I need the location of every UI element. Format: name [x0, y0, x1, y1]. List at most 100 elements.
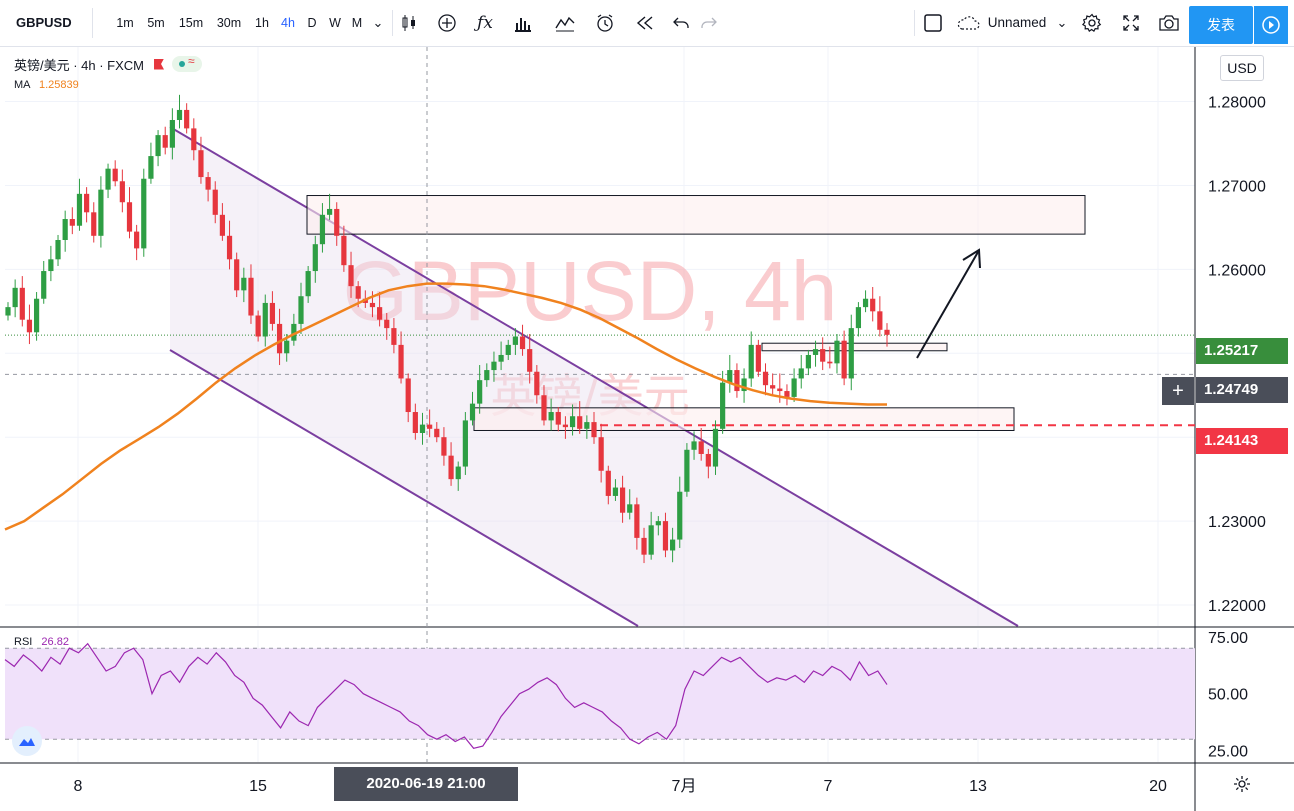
redo-icon[interactable] [694, 8, 724, 38]
zone-rectangle [761, 342, 948, 352]
interval-button-5m[interactable]: 5m [147, 16, 165, 30]
tradingview-logo-icon[interactable] [12, 726, 42, 756]
candle-body [605, 470, 611, 496]
interval-button-W[interactable]: W [329, 16, 341, 30]
layout-chevron-down-icon[interactable]: ⌄ [1056, 15, 1068, 30]
candle-body [269, 302, 276, 324]
candle-body [12, 287, 18, 308]
candle-body [19, 287, 25, 320]
candle-body [584, 422, 590, 429]
candle-body [562, 424, 569, 428]
candle-body [112, 168, 118, 182]
layout-name-label[interactable]: Unnamed [987, 15, 1047, 30]
candle-body [5, 307, 11, 316]
candle-body [48, 259, 54, 272]
candle-body [141, 178, 147, 249]
target-arrow-line [916, 251, 979, 359]
square-icon[interactable] [918, 8, 948, 38]
candle-body [648, 525, 654, 555]
zone-rectangle [473, 407, 1015, 431]
candle-body [55, 240, 61, 260]
candle-body [455, 466, 461, 480]
candle-body [305, 271, 311, 297]
gear-icon[interactable] [1077, 8, 1107, 38]
replay-icon[interactable] [630, 8, 660, 38]
play-icon[interactable] [1254, 6, 1288, 44]
interval-button-M[interactable]: M [351, 16, 363, 30]
candles-icon[interactable] [394, 8, 424, 38]
interval-button-D[interactable]: D [307, 16, 317, 30]
candle-body [91, 212, 97, 236]
candle-body [41, 271, 47, 299]
instrument-label: 英镑/美元 · 4h · FXCM [14, 57, 145, 73]
candle-body [126, 202, 133, 232]
alarm-icon[interactable] [590, 8, 620, 38]
candle-body [727, 370, 733, 383]
rsi-axis-tick-label: 75.00 [1208, 630, 1248, 647]
candle-body [841, 340, 847, 379]
candle-body [677, 491, 683, 540]
toolbar-divider [392, 10, 393, 36]
undo-icon[interactable] [666, 8, 696, 38]
last-price-tag: 1.25217 [1196, 338, 1288, 364]
candle-body [134, 231, 140, 249]
time-axis-tick-label: 8 [74, 778, 83, 795]
symbol-search-button[interactable]: GBPUSD [8, 8, 93, 38]
candle-body [748, 344, 754, 379]
candle-body [755, 344, 761, 372]
candle-body [762, 371, 769, 386]
candle-body [212, 189, 218, 215]
candle-body [619, 487, 626, 513]
candle-body [248, 277, 254, 316]
time-axis-tick-label: 15 [249, 778, 267, 795]
chart-settings-gear-icon[interactable] [1232, 774, 1252, 794]
candle-body [427, 424, 433, 429]
candle-body [527, 349, 533, 372]
candle-body [255, 315, 261, 337]
bars-icon[interactable] [508, 8, 538, 38]
interval-button-30m[interactable]: 30m [216, 16, 242, 30]
add-alert-plus-icon[interactable]: + [1162, 377, 1194, 405]
candle-body [434, 428, 440, 438]
candle-body [105, 168, 111, 190]
rsi-axis-tick-label: 25.00 [1208, 744, 1248, 761]
templates-icon[interactable] [550, 8, 580, 38]
time-axis-tick-label: 7 [824, 778, 833, 795]
publish-button[interactable]: 发表 [1189, 6, 1253, 44]
rsi-label: RSI [14, 636, 33, 648]
watermark-symbol-text: GBPUSD, 4h [343, 244, 838, 338]
candle-body [684, 449, 690, 492]
rsi-line [4, 642, 888, 749]
candle-body [505, 344, 511, 355]
candle-body [162, 135, 168, 148]
interval-button-4h[interactable]: 4h [281, 16, 295, 30]
candle-body [534, 371, 540, 396]
moving-average-line [4, 282, 887, 531]
candle-body [405, 378, 411, 413]
interval-button-15m[interactable]: 15m [178, 16, 204, 30]
candle-body [805, 354, 811, 369]
candle-body [491, 361, 497, 371]
market-status-icon: ≈ [172, 54, 203, 72]
candle-body [419, 424, 426, 433]
fullscreen-icon[interactable] [1116, 8, 1146, 38]
rsi-axis-tick-label: 50.00 [1208, 687, 1248, 704]
interval-chevron-down-icon[interactable]: ⌄ [372, 15, 384, 30]
interval-button-1h[interactable]: 1h [255, 16, 269, 30]
candle-body [691, 441, 697, 450]
chart-legend: 英镑/美元 · 4h · FXCM ≈ [14, 54, 203, 73]
interval-button-1m[interactable]: 1m [116, 16, 134, 30]
camera-icon[interactable] [1154, 8, 1184, 38]
currency-button[interactable]: USD [1220, 55, 1264, 81]
candle-body [591, 422, 597, 438]
candle-body [384, 319, 390, 329]
target-arrow-head [962, 248, 981, 269]
candle-body [448, 455, 454, 480]
candle-body [777, 388, 783, 392]
price-axis-tick-label: 1.28000 [1208, 95, 1266, 112]
fx-icon[interactable]: ƒx [477, 13, 493, 33]
ma-value: 1.25839 [38, 79, 79, 91]
plus-circle-icon[interactable] [432, 8, 462, 38]
candle-body [655, 521, 661, 526]
